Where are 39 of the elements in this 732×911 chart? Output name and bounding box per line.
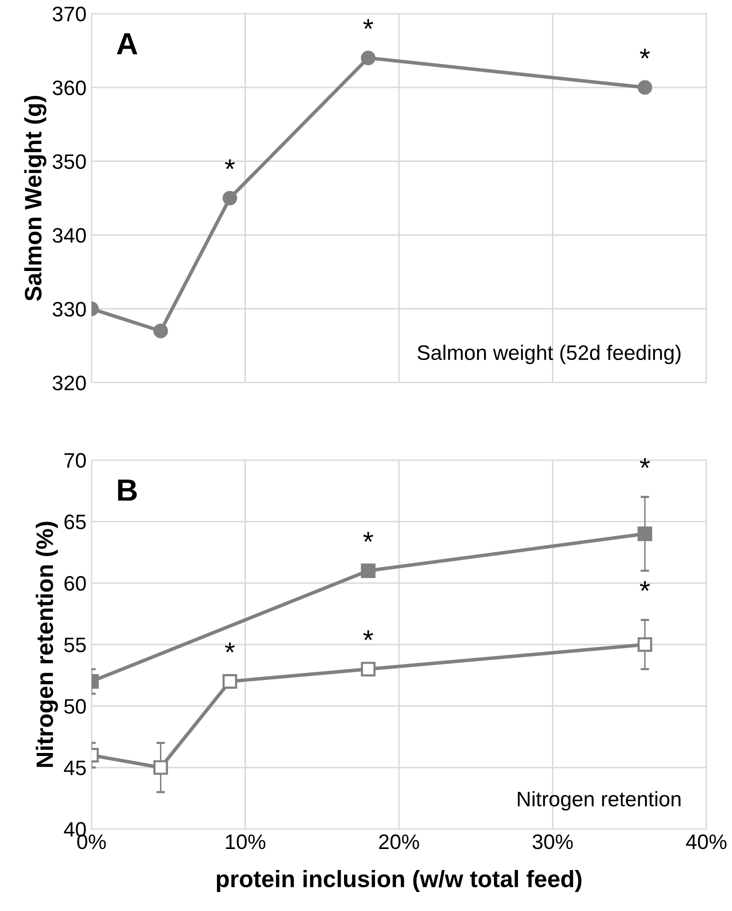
y-tick-label: 50 <box>64 699 86 714</box>
annotation: * <box>224 159 235 170</box>
annotation: * <box>640 48 650 58</box>
x-axis-title: protein inclusion (w/w total feed) <box>216 870 582 892</box>
annotation: B <box>118 480 137 501</box>
point <box>638 526 652 542</box>
annotation: * <box>224 642 235 652</box>
annotation: * <box>363 630 374 640</box>
y-tick-label: 370 <box>52 6 86 22</box>
x-tick-label: 20% <box>379 834 420 850</box>
y-tick-label: 320 <box>52 376 86 390</box>
y-tick-label: 55 <box>64 638 86 652</box>
annotation: * <box>363 19 374 29</box>
x-tick-label: 40% <box>686 834 726 850</box>
point <box>153 760 168 775</box>
x-tick-label: 30% <box>532 834 573 850</box>
x-tick-label: 10% <box>226 834 266 850</box>
annotation: Salmon weight (52d feeding) <box>418 344 681 364</box>
point <box>360 563 376 578</box>
annotation: Nitrogen retention <box>518 791 680 811</box>
point <box>638 80 652 95</box>
y-tick-label: 350 <box>52 154 86 169</box>
y-tick-label: 45 <box>64 760 86 776</box>
annotation: A <box>116 33 138 54</box>
annotation: * <box>363 532 374 542</box>
y-tick-label: 65 <box>64 514 86 530</box>
y-axis-title: Nitrogen retention (%) <box>36 522 58 767</box>
y-tick-label: 70 <box>64 453 86 468</box>
point <box>360 50 376 66</box>
point <box>153 324 168 338</box>
point <box>638 637 652 652</box>
y-tick-label: 360 <box>52 80 86 96</box>
y-tick-label: 340 <box>52 228 86 243</box>
y-tick-label: 60 <box>64 576 86 591</box>
point <box>222 190 238 206</box>
annotation: * <box>640 581 650 591</box>
y-axis-title: Salmon Weight (g) <box>24 96 46 301</box>
y-tick-label: 330 <box>52 302 86 317</box>
annotation: * <box>640 458 650 468</box>
